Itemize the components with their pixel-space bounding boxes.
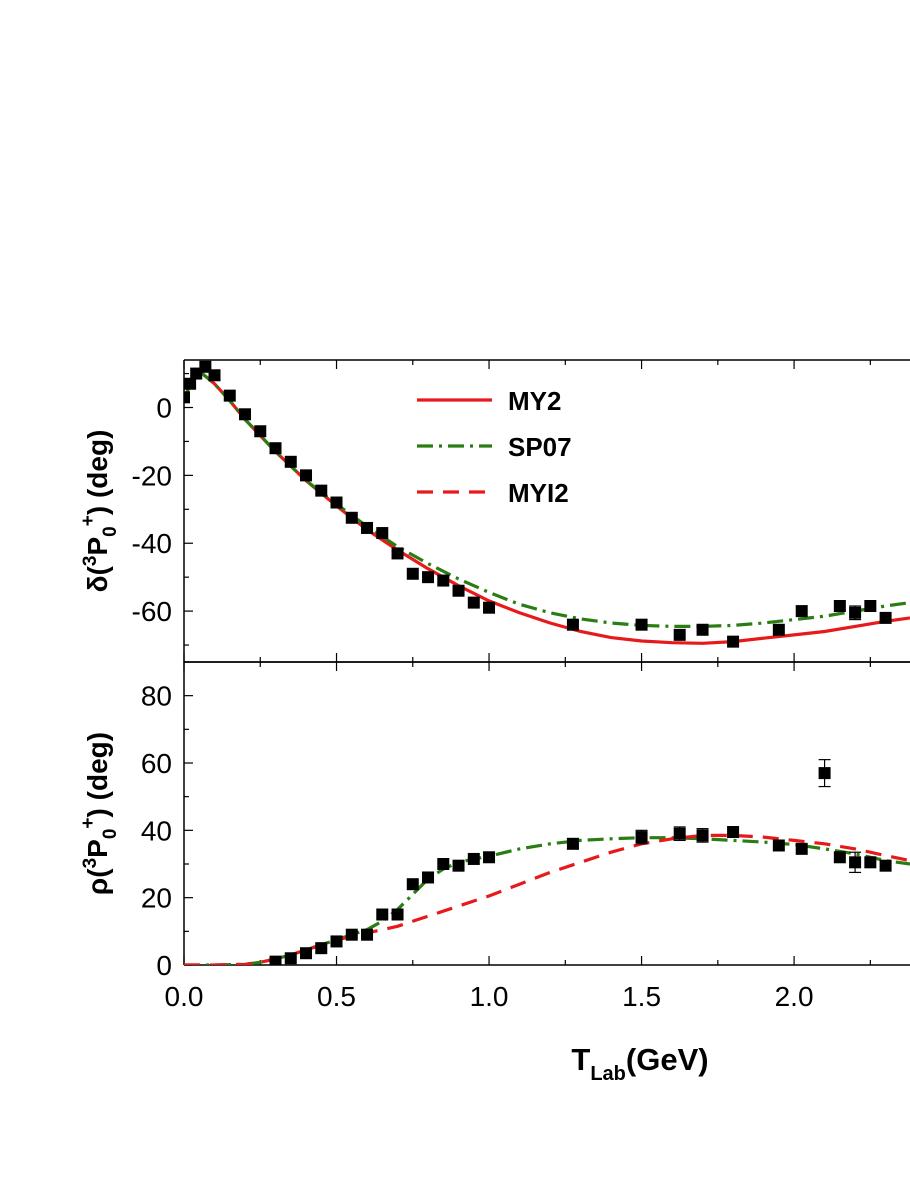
y-tick-label: -40 (132, 528, 172, 559)
data-point (833, 600, 846, 613)
data-point (300, 469, 313, 482)
data-point (254, 425, 267, 438)
data-point (437, 574, 450, 587)
y-tick-label: 40 (141, 815, 172, 846)
data-point (772, 839, 785, 852)
data-point (184, 377, 197, 390)
data-point (864, 856, 877, 869)
data-point (330, 496, 343, 509)
legend-label-my2: MY2 (508, 386, 561, 416)
data-point (184, 391, 190, 404)
data-point (483, 851, 496, 864)
top-panel: 0 -20 -40 -60 δ(3P0+) (deg) (78, 359, 910, 663)
y-tick-label: 80 (141, 681, 172, 712)
y-tick-label: -20 (132, 460, 172, 491)
data-point (199, 360, 212, 373)
data-point (696, 623, 709, 636)
data-point (727, 826, 740, 839)
data-point (376, 527, 389, 540)
y-tick-label: 20 (141, 883, 172, 914)
data-point (269, 955, 282, 965)
data-point (879, 611, 892, 624)
data-point (345, 511, 358, 524)
data-point (269, 442, 282, 455)
data-points (269, 759, 892, 965)
data-point (208, 369, 221, 382)
data-point (673, 628, 686, 641)
y-tick-label: 0 (156, 950, 172, 981)
data-point (376, 908, 389, 921)
data-point (361, 928, 374, 941)
data-point (467, 852, 480, 865)
y-tick-label: -60 (132, 596, 172, 627)
data-point (818, 767, 831, 780)
x-axis-title: TLab(GeV) (571, 1042, 708, 1085)
legend-label-sp07: SP07 (508, 432, 572, 462)
data-point (566, 618, 579, 631)
data-point (361, 521, 374, 534)
x-tick-label: 0.0 (165, 981, 204, 1012)
data-point (879, 859, 892, 872)
legend-label-myi2: MYI2 (508, 478, 569, 508)
x-tick-label: 0.5 (317, 981, 356, 1012)
data-point (284, 952, 297, 965)
y-axis-label: ρ(3P0+) (deg) (78, 732, 121, 895)
data-point (483, 601, 496, 614)
data-point (391, 547, 404, 560)
data-point (239, 408, 252, 421)
data-point (300, 947, 313, 960)
x-tick-label: 1.5 (622, 981, 661, 1012)
data-point (849, 856, 862, 869)
data-point (635, 831, 648, 844)
data-point (696, 829, 709, 842)
data-point (330, 935, 343, 948)
data-point (864, 600, 877, 613)
x-tick-label: 2.0 (775, 981, 814, 1012)
data-point (190, 367, 203, 380)
data-point (406, 567, 419, 580)
bottom-panel: 0 20 40 60 80 0.0 0.5 1.0 1.5 2.0 ρ(3P0+) (deg) (78, 661, 910, 1012)
y-axis-label: δ(3P0+) (deg) (78, 430, 121, 593)
x-axis-label: TLab(GeV) (571, 1042, 708, 1085)
data-point (635, 618, 648, 631)
data-point (727, 635, 740, 648)
data-point (467, 596, 480, 609)
series-line-sp07 (184, 836, 910, 965)
data-point (422, 871, 435, 884)
data-point (452, 584, 465, 597)
data-points (184, 360, 892, 648)
y-tick-label: 60 (141, 748, 172, 779)
data-point (315, 484, 328, 497)
x-tick-label: 1.0 (470, 981, 509, 1012)
data-point (833, 851, 846, 864)
data-point (391, 908, 404, 921)
data-point (345, 928, 358, 941)
legend: MY2 SP07 MYI2 (417, 386, 572, 508)
data-point (673, 827, 686, 840)
data-point (284, 455, 297, 468)
data-point (406, 878, 419, 891)
data-point (437, 858, 450, 870)
y-tick-label: 0 (156, 393, 172, 424)
data-point (566, 837, 579, 850)
data-point (223, 389, 236, 402)
data-point (422, 571, 435, 584)
data-point (849, 606, 862, 619)
data-point (452, 859, 465, 872)
data-point (772, 623, 785, 636)
series-line-myi2 (184, 833, 910, 965)
data-point (795, 842, 808, 855)
data-point (315, 942, 328, 955)
data-point (795, 605, 808, 618)
